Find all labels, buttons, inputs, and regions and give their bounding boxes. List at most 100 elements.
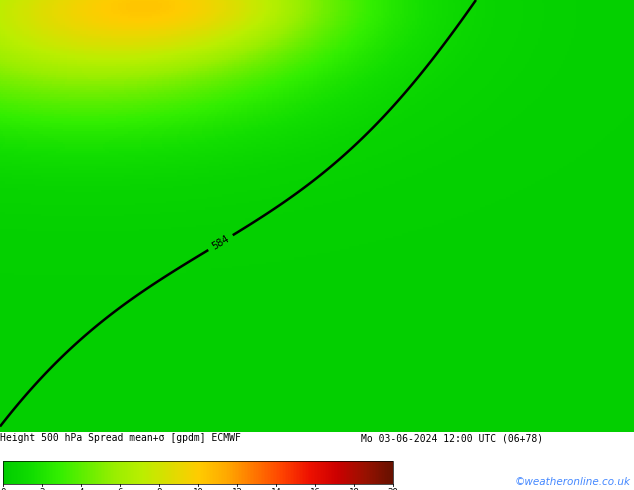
Bar: [91, 461, 93, 484]
Bar: [133, 461, 134, 484]
Bar: [221, 461, 222, 484]
Bar: [135, 461, 136, 484]
Bar: [71, 461, 72, 484]
Bar: [215, 461, 216, 484]
Bar: [6, 461, 8, 484]
Bar: [242, 461, 243, 484]
Bar: [67, 461, 68, 484]
Bar: [230, 461, 231, 484]
Text: 14: 14: [271, 488, 281, 490]
Bar: [360, 461, 361, 484]
Bar: [325, 461, 326, 484]
Bar: [344, 461, 346, 484]
Bar: [31, 461, 32, 484]
Bar: [38, 461, 39, 484]
Bar: [185, 461, 186, 484]
Bar: [216, 461, 217, 484]
Bar: [30, 461, 31, 484]
Bar: [343, 461, 344, 484]
Bar: [99, 461, 100, 484]
Bar: [110, 461, 111, 484]
Bar: [238, 461, 239, 484]
Bar: [361, 461, 362, 484]
Bar: [212, 461, 213, 484]
Bar: [298, 461, 299, 484]
Bar: [166, 461, 167, 484]
Bar: [245, 461, 247, 484]
Bar: [191, 461, 192, 484]
Bar: [299, 461, 300, 484]
Bar: [151, 461, 152, 484]
Bar: [182, 461, 183, 484]
Bar: [346, 461, 347, 484]
Bar: [136, 461, 138, 484]
Bar: [392, 461, 393, 484]
Bar: [4, 461, 6, 484]
Bar: [271, 461, 273, 484]
Bar: [173, 461, 174, 484]
Bar: [80, 461, 81, 484]
Bar: [49, 461, 50, 484]
Bar: [200, 461, 202, 484]
Bar: [86, 461, 87, 484]
Text: 18: 18: [349, 488, 359, 490]
Bar: [98, 461, 99, 484]
Bar: [23, 461, 24, 484]
Bar: [305, 461, 306, 484]
Bar: [262, 461, 263, 484]
Bar: [318, 461, 320, 484]
Bar: [313, 461, 314, 484]
Bar: [152, 461, 153, 484]
Bar: [329, 461, 330, 484]
Bar: [162, 461, 163, 484]
Bar: [281, 461, 282, 484]
Bar: [273, 461, 275, 484]
Bar: [328, 461, 330, 484]
Bar: [380, 461, 381, 484]
Bar: [292, 461, 294, 484]
Bar: [330, 461, 331, 484]
Bar: [186, 461, 188, 484]
Bar: [225, 461, 226, 484]
Bar: [356, 461, 357, 484]
Bar: [90, 461, 91, 484]
Bar: [352, 461, 353, 484]
Bar: [15, 461, 16, 484]
Bar: [386, 461, 387, 484]
Bar: [237, 461, 238, 484]
Bar: [172, 461, 173, 484]
Bar: [235, 461, 236, 484]
Bar: [355, 461, 356, 484]
Bar: [276, 461, 277, 484]
Bar: [219, 461, 221, 484]
Bar: [341, 461, 342, 484]
Bar: [18, 461, 20, 484]
Bar: [316, 461, 317, 484]
Bar: [256, 461, 257, 484]
Bar: [315, 461, 316, 484]
Bar: [16, 461, 17, 484]
Bar: [180, 461, 181, 484]
Text: 584: 584: [210, 234, 231, 252]
Bar: [3, 461, 393, 484]
Bar: [25, 461, 27, 484]
Bar: [227, 461, 228, 484]
Bar: [219, 461, 220, 484]
Bar: [52, 461, 53, 484]
Bar: [60, 461, 61, 484]
Bar: [113, 461, 115, 484]
Text: 16: 16: [310, 488, 320, 490]
Bar: [121, 461, 122, 484]
Bar: [104, 461, 105, 484]
Bar: [22, 461, 23, 484]
Bar: [147, 461, 148, 484]
Bar: [45, 461, 46, 484]
Bar: [32, 461, 33, 484]
Bar: [239, 461, 240, 484]
Bar: [322, 461, 323, 484]
Text: 0: 0: [1, 488, 6, 490]
Bar: [287, 461, 288, 484]
Bar: [22, 461, 23, 484]
Bar: [201, 461, 202, 484]
Bar: [307, 461, 308, 484]
